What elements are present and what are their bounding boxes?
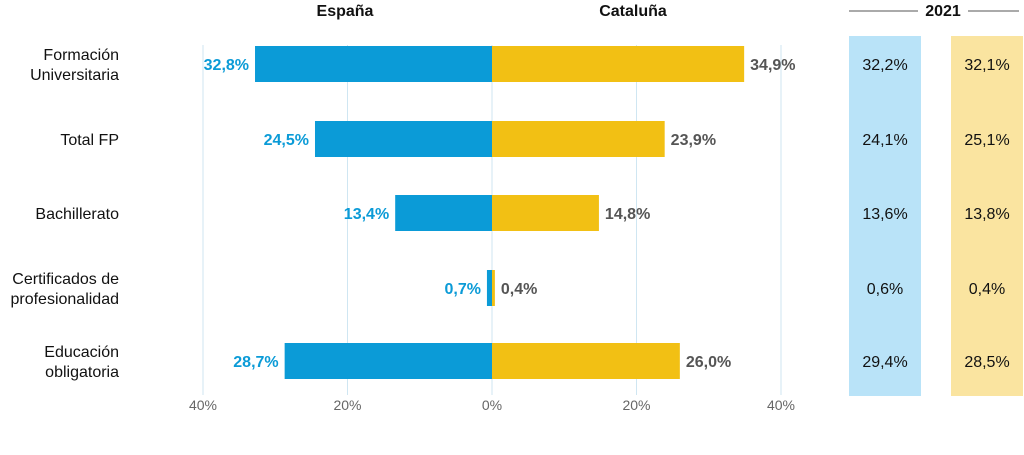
category-label: Certificados de profesionalidad — [10, 271, 119, 308]
comparison-value: 13,8% — [964, 206, 1009, 223]
comparison-value: 25,1% — [964, 132, 1009, 149]
value-label-espana: 0,7% — [444, 281, 480, 298]
bar-espana — [284, 343, 492, 379]
comparison-value: 28,5% — [964, 354, 1009, 371]
x-tick-label: 20% — [333, 397, 361, 413]
comparison-column — [849, 36, 921, 396]
category-label: Bachillerato — [35, 206, 119, 223]
value-label-espana: 28,7% — [233, 354, 278, 371]
x-tick-label: 0% — [482, 397, 502, 413]
bar-cataluna — [492, 343, 680, 379]
category-label: Educación obligatoria — [44, 344, 119, 381]
value-label-cataluna: 0,4% — [501, 281, 537, 298]
value-label-cataluna: 23,9% — [671, 132, 716, 149]
value-label-espana: 13,4% — [344, 206, 389, 223]
comparison-value: 24,1% — [862, 132, 907, 149]
category-label: Formación Universitaria — [30, 47, 119, 84]
comparison-title: 2021 — [925, 3, 961, 20]
bar-cataluna — [492, 121, 665, 157]
x-tick-label: 20% — [622, 397, 650, 413]
comparison-value: 0,6% — [867, 281, 903, 298]
series-header-cataluna: Cataluña — [599, 3, 667, 20]
value-label-espana: 24,5% — [264, 132, 309, 149]
x-tick-label: 40% — [767, 397, 795, 413]
comparison-value: 32,1% — [964, 57, 1009, 74]
value-label-cataluna: 34,9% — [750, 57, 795, 74]
bar-espana — [395, 195, 492, 231]
series-header-espana: España — [317, 3, 374, 20]
x-tick-label: 40% — [189, 397, 217, 413]
bar-cataluna — [492, 270, 495, 306]
comparison-value: 32,2% — [862, 57, 907, 74]
value-label-cataluna: 14,8% — [605, 206, 650, 223]
comparison-value: 13,6% — [862, 206, 907, 223]
bar-espana — [486, 270, 492, 306]
bar-cataluna — [492, 46, 745, 82]
comparison-value: 29,4% — [862, 354, 907, 371]
comparison-value: 0,4% — [969, 281, 1005, 298]
bar-cataluna — [492, 195, 599, 231]
value-label-cataluna: 26,0% — [686, 354, 731, 371]
value-label-espana: 32,8% — [204, 57, 249, 74]
bar-espana — [255, 46, 492, 82]
category-label: Total FP — [60, 132, 119, 149]
comparison-column — [951, 36, 1023, 396]
bar-espana — [314, 121, 492, 157]
